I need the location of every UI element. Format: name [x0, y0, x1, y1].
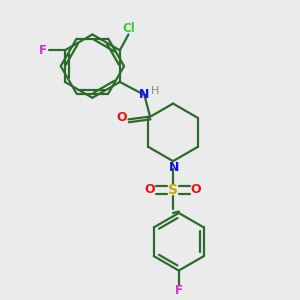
Text: O: O — [191, 183, 201, 196]
Text: S: S — [168, 183, 178, 197]
Text: F: F — [39, 44, 47, 57]
Text: F: F — [176, 284, 183, 297]
Text: N: N — [139, 88, 149, 101]
Text: O: O — [117, 112, 128, 124]
Text: H: H — [151, 85, 159, 96]
Text: O: O — [145, 183, 155, 196]
Text: Cl: Cl — [122, 22, 135, 34]
Text: N: N — [168, 161, 179, 174]
